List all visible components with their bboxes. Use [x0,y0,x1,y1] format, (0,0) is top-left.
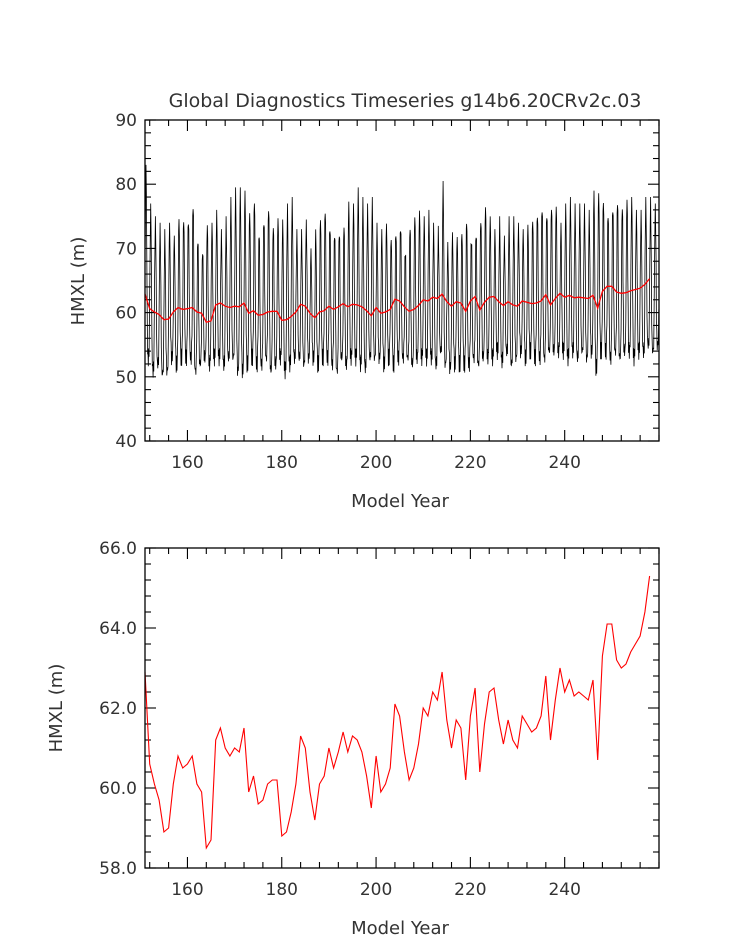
bottom-x-tick-label: 240 [548,880,580,900]
bottom-annual-mean-line [144,575,651,850]
top-y-tick-label: 60 [115,304,137,324]
top-panel-series [144,164,660,380]
top-panel-frame [144,119,660,442]
bottom-y-tick-label: 58.0 [99,859,137,879]
top-y-tick-label: 50 [115,368,137,388]
top-x-axis-label: Model Year [351,491,449,512]
bottom-panel-ticks: 160 180 200 220 240 58.0 60.0 62.0 64.0 66.0 [99,539,660,900]
top-y-tick-label: 70 [115,239,137,259]
top-monthly-series-line [144,164,660,380]
bottom-y-tick-label: 66.0 [99,539,137,559]
bottom-panel-series [144,575,651,850]
top-x-tick-label: 180 [266,453,298,473]
chart-title: Global Diagnostics Timeseries g14b6.20CR… [169,90,642,112]
bottom-x-tick-label: 220 [454,880,486,900]
bottom-y-tick-label: 64.0 [99,619,137,639]
top-y-tick-label: 90 [115,111,137,131]
top-x-tick-label: 200 [360,453,392,473]
top-x-tick-label: 220 [454,453,486,473]
bottom-x-axis-label: Model Year [351,918,449,939]
top-x-tick-label: 160 [171,453,203,473]
bottom-x-tick-label: 180 [266,880,298,900]
bottom-y-axis-label: HMXL (m) [46,664,67,753]
top-y-axis-label: HMXL (m) [68,237,89,326]
bottom-y-tick-label: 60.0 [99,779,137,799]
top-x-tick-label: 240 [548,453,580,473]
bottom-x-tick-label: 200 [360,880,392,900]
bottom-panel-frame [144,547,660,869]
top-annual-mean-line [144,278,651,323]
top-y-tick-label: 40 [115,432,137,452]
bottom-y-tick-label: 62.0 [99,699,137,719]
bottom-x-tick-label: 160 [171,880,203,900]
top-y-tick-label: 80 [115,175,137,195]
